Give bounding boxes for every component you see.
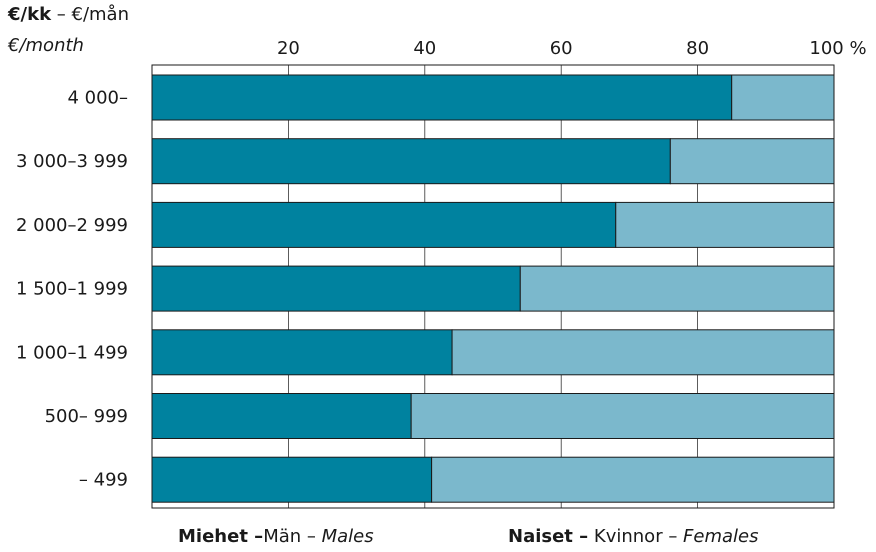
x-tick-label: 60	[550, 38, 573, 59]
bar-females	[451, 329, 835, 376]
unit-label-fi: €/kk	[8, 4, 52, 25]
unit-label-en-text: €/month	[8, 35, 84, 56]
legend-females-fi: Naiset –	[508, 526, 589, 547]
x-tick-labels: 20 40 60 80 100 %	[277, 38, 867, 59]
bar-males	[151, 456, 433, 503]
bar-males	[151, 201, 617, 248]
category-label: – 499	[79, 470, 128, 491]
legend-females-en: Females	[683, 526, 759, 547]
unit-label-sv: – €/mån	[51, 4, 129, 25]
bar-females	[669, 138, 835, 185]
x-tick-label: 40	[413, 38, 436, 59]
bar-females	[431, 456, 835, 503]
bar-males	[151, 329, 453, 376]
bar-females	[519, 265, 835, 312]
legend-females: Naiset – Kvinnor – Females	[508, 526, 759, 547]
legend-males: Miehet –Män – Males	[178, 526, 374, 547]
legend-males-en: Males	[321, 526, 374, 547]
bar-females	[731, 74, 835, 121]
bar-males	[151, 393, 412, 439]
bar-males	[151, 265, 521, 312]
category-label: 1 000–1 499	[16, 342, 128, 363]
unit-label-en: €/month	[8, 35, 84, 56]
x-tick-label: 20	[277, 38, 300, 59]
x-tick-label: 100 %	[809, 38, 866, 59]
bar-females	[615, 201, 835, 248]
bars-layer	[151, 74, 835, 503]
legend-males-fi: Miehet –	[178, 526, 264, 547]
category-label: 500– 999	[45, 406, 128, 427]
category-label: 2 000–2 999	[16, 215, 128, 236]
bar-males	[151, 138, 671, 185]
category-labels: 4 000– 3 000–3 999 2 000–2 999 1 500–1 999 1…	[16, 88, 128, 491]
bar-females	[410, 393, 835, 439]
category-label: 3 000–3 999	[16, 151, 128, 172]
category-label: 4 000–	[67, 88, 128, 109]
bar-males	[151, 74, 733, 121]
legend-males-sv: Män –	[263, 526, 322, 547]
legend-females-sv: Kvinnor –	[588, 526, 684, 547]
x-tick-label: 80	[686, 38, 709, 59]
unit-label-fi-sv: €/kk – €/mån	[8, 4, 129, 25]
category-label: 1 500–1 999	[16, 279, 128, 300]
